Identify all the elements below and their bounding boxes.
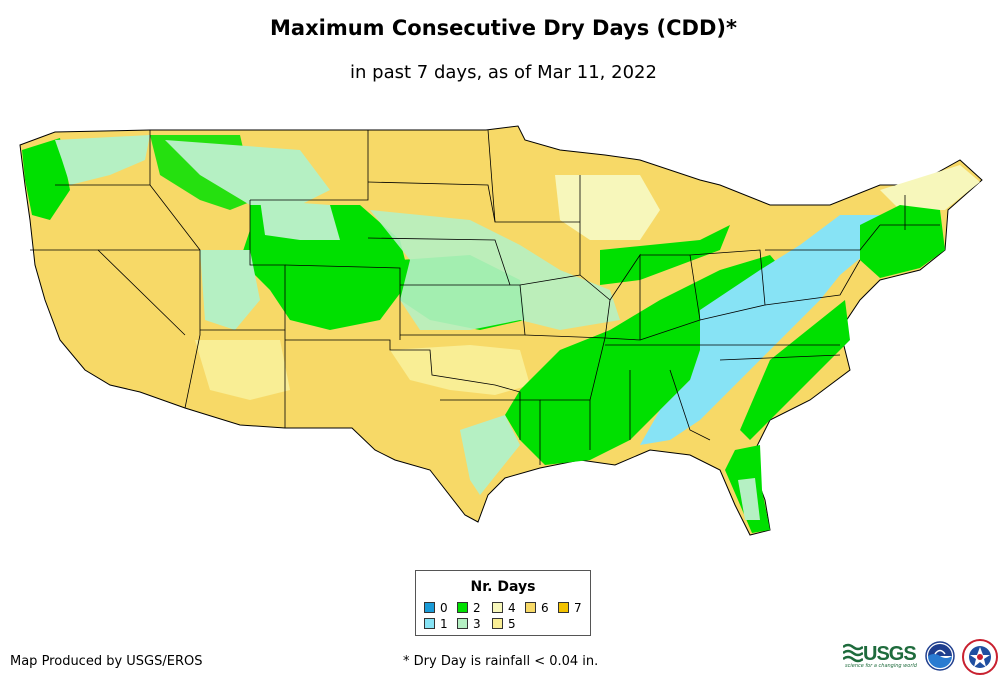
legend-swatch-6 [525, 602, 536, 613]
legend-swatch-1 [424, 618, 435, 629]
zone-michigan-4day [555, 175, 660, 240]
legend-swatch-4 [492, 602, 503, 613]
noaa-logo-icon [925, 641, 955, 671]
usgs-wave-icon [842, 643, 864, 663]
usgs-wordmark: USGS [863, 643, 917, 665]
usgs-logo: USGS science for a changing world [842, 643, 919, 669]
zone-plains-3day [370, 210, 620, 330]
nws-logo-icon [962, 639, 998, 675]
zone-montana-3day [165, 140, 330, 205]
zone-florida-3day [738, 478, 760, 520]
legend-swatch-0 [424, 602, 435, 613]
legend-swatch-5 [492, 618, 503, 629]
legend: Nr. Days 0 1 2 3 4 5 6 7 [415, 570, 591, 636]
legend-title: Nr. Days [470, 579, 536, 595]
legend-swatch-7 [558, 602, 569, 613]
map-title: Maximum Consecutive Dry Days (CDD)* [270, 16, 737, 40]
zone-utah-3day [200, 250, 260, 330]
zone-northeast-2day [860, 205, 945, 278]
usgs-tagline: science for a changing world [845, 663, 917, 669]
legend-swatch-2 [457, 602, 468, 613]
zone-ne-4day [880, 165, 980, 210]
zone-tx-3day [460, 415, 520, 495]
zone-atlantic-2day [740, 300, 850, 440]
map-credit: Map Produced by USGS/EROS [10, 654, 203, 669]
zone-pnw-3day [55, 135, 150, 185]
zone-pnw-coast-2day [22, 138, 70, 220]
legend-swatch-3 [457, 618, 468, 629]
map-subtitle: in past 7 days, as of Mar 11, 2022 [350, 62, 657, 83]
state-borders [30, 129, 940, 465]
footnote: * Dry Day is rainfall < 0.04 in. [403, 654, 599, 669]
zone-south-plains-5day [390, 345, 530, 395]
zone-appalachian-1day [640, 215, 880, 445]
zone-wy-3day [260, 200, 340, 240]
zone-arizona-5day [195, 340, 290, 400]
